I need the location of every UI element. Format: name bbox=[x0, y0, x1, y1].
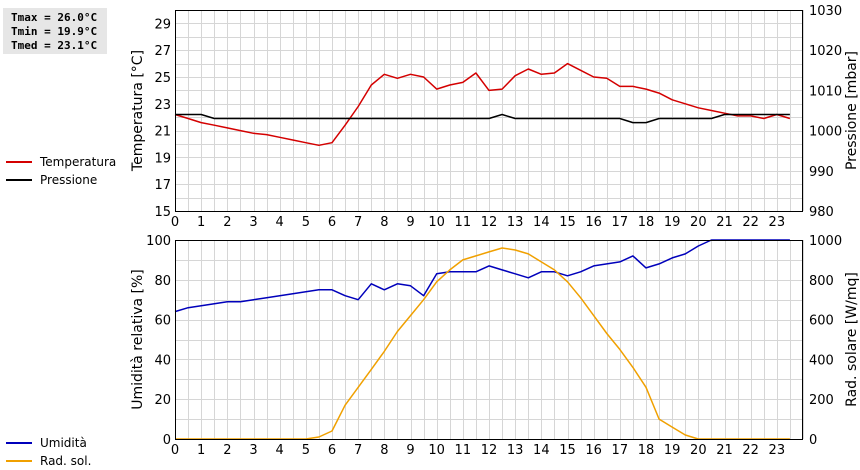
y-tick-label: 29 bbox=[154, 17, 171, 32]
x-tick-label: 18 bbox=[638, 443, 655, 458]
y-tick-label: 19 bbox=[154, 151, 171, 166]
x-tick-label: 17 bbox=[612, 443, 629, 458]
x-tick-label: 2 bbox=[223, 215, 231, 230]
y2-tick-label: 1020 bbox=[809, 44, 842, 59]
x-tick-label: 10 bbox=[428, 443, 445, 458]
y2-tick-label: 0 bbox=[809, 433, 817, 448]
y2-tick-label: 800 bbox=[809, 274, 834, 289]
x-tick-label: 6 bbox=[328, 215, 336, 230]
series-line-pressione bbox=[175, 113, 790, 124]
x-tick-label: 4 bbox=[276, 443, 284, 458]
x-tick-label: 16 bbox=[585, 443, 602, 458]
y-tick-label: 0 bbox=[163, 433, 171, 448]
y-tick-label: 17 bbox=[154, 178, 171, 193]
x-tick-label: 22 bbox=[742, 215, 759, 230]
x-tick-label: 12 bbox=[481, 215, 498, 230]
legend-label-temperatura: Temperatura bbox=[40, 155, 117, 169]
x-tick-label: 0 bbox=[171, 215, 179, 230]
x-tick-label: 3 bbox=[249, 443, 257, 458]
y2-tick-label: 1030 bbox=[809, 4, 842, 19]
series-line-temperatura bbox=[174, 62, 791, 147]
y2-tick-label: 600 bbox=[809, 314, 834, 329]
y-axis-title: Temperatura [°C] bbox=[130, 50, 146, 172]
tmed-text: Tmed = 23.1°C bbox=[11, 39, 98, 52]
x-tick-label: 11 bbox=[455, 215, 472, 230]
x-tick-label: 7 bbox=[354, 443, 362, 458]
x-tick-label: 9 bbox=[406, 443, 414, 458]
y-tick-label: 15 bbox=[154, 205, 171, 220]
y-tick-label: 100 bbox=[146, 234, 171, 249]
y-axis-title: Umidità relativa [%] bbox=[130, 269, 146, 410]
stats-box: Tmax = 26.0°C Tmin = 19.9°C Tmed = 23.1°… bbox=[3, 8, 107, 54]
legend-swatch-umidita bbox=[6, 442, 32, 444]
legend-label-umidita: Umidità bbox=[40, 436, 87, 450]
x-tick-label: 20 bbox=[690, 215, 707, 230]
x-tick-label: 2 bbox=[223, 443, 231, 458]
x-tick-label: 15 bbox=[559, 215, 576, 230]
legend-swatch-rad-sol bbox=[6, 460, 32, 462]
x-tick-label: 8 bbox=[380, 443, 388, 458]
x-tick-label: 17 bbox=[612, 215, 629, 230]
y2-tick-label: 1000 bbox=[809, 234, 842, 249]
x-tick-label: 22 bbox=[742, 443, 759, 458]
x-tick-label: 21 bbox=[716, 443, 733, 458]
x-tick-label: 23 bbox=[769, 443, 786, 458]
x-tick-label: 23 bbox=[769, 215, 786, 230]
y2-tick-label: 980 bbox=[809, 205, 834, 220]
x-tick-label: 21 bbox=[716, 215, 733, 230]
x-tick-label: 12 bbox=[481, 443, 498, 458]
x-tick-label: 13 bbox=[507, 215, 524, 230]
x-tick-label: 7 bbox=[354, 215, 362, 230]
x-tick-label: 10 bbox=[428, 215, 445, 230]
x-tick-label: 6 bbox=[328, 443, 336, 458]
x-tick-label: 14 bbox=[533, 215, 550, 230]
legend-item-umidita: Umidità bbox=[6, 434, 91, 452]
y2-axis-title: Rad. solare [W/mq] bbox=[844, 272, 860, 407]
y-tick-label: 40 bbox=[154, 353, 171, 368]
y2-tick-label: 1010 bbox=[809, 84, 842, 99]
y2-tick-label: 1000 bbox=[809, 125, 842, 140]
y2-tick-label: 990 bbox=[809, 165, 834, 180]
x-tick-label: 19 bbox=[664, 215, 681, 230]
y-tick-label: 60 bbox=[154, 314, 171, 329]
y-tick-label: 25 bbox=[154, 71, 171, 86]
y2-tick-label: 200 bbox=[809, 393, 834, 408]
x-tick-label: 18 bbox=[638, 215, 655, 230]
charts-canvas: 0 1 2 3 4 5 6 7 8 9 10 11 12 13 14 15 16 17 18 19 20 21 22 2315… bbox=[130, 4, 860, 458]
x-tick-label: 9 bbox=[406, 215, 414, 230]
y2-axis-title: Pressione [mbar] bbox=[844, 51, 860, 170]
x-tick-label: 16 bbox=[585, 215, 602, 230]
tmin-text: Tmin = 19.9°C bbox=[11, 25, 98, 38]
legend-swatch-pressione bbox=[6, 179, 32, 181]
legend-item-temperatura: Temperatura bbox=[6, 153, 116, 171]
y-tick-label: 27 bbox=[154, 44, 171, 59]
x-tick-label: 0 bbox=[171, 443, 179, 458]
x-tick-label: 1 bbox=[197, 215, 205, 230]
x-tick-label: 11 bbox=[455, 443, 472, 458]
y2-tick-label: 400 bbox=[809, 353, 834, 368]
x-tick-label: 5 bbox=[302, 443, 310, 458]
plot-frame bbox=[175, 10, 803, 212]
tmax-text: Tmax = 26.0°C bbox=[11, 11, 98, 24]
x-tick-label: 13 bbox=[507, 443, 524, 458]
x-tick-label: 14 bbox=[533, 443, 550, 458]
x-tick-label: 19 bbox=[664, 443, 681, 458]
legend-item-pressione: Pressione bbox=[6, 171, 116, 189]
y-tick-label: 20 bbox=[154, 393, 171, 408]
x-tick-label: 15 bbox=[559, 443, 576, 458]
series-line-umidit- bbox=[174, 239, 790, 313]
y-tick-label: 21 bbox=[154, 125, 171, 140]
y-tick-label: 80 bbox=[154, 274, 171, 289]
y-tick-label: 23 bbox=[154, 98, 171, 113]
legend-top: Temperatura Pressione bbox=[6, 153, 116, 189]
plot-frame bbox=[175, 240, 803, 440]
x-tick-label: 8 bbox=[380, 215, 388, 230]
x-tick-label: 5 bbox=[302, 215, 310, 230]
x-tick-label: 3 bbox=[249, 215, 257, 230]
x-tick-label: 1 bbox=[197, 443, 205, 458]
x-tick-label: 20 bbox=[690, 443, 707, 458]
legend-swatch-temperatura bbox=[6, 161, 32, 163]
x-tick-label: 4 bbox=[276, 215, 284, 230]
legend-label-pressione: Pressione bbox=[40, 173, 98, 187]
